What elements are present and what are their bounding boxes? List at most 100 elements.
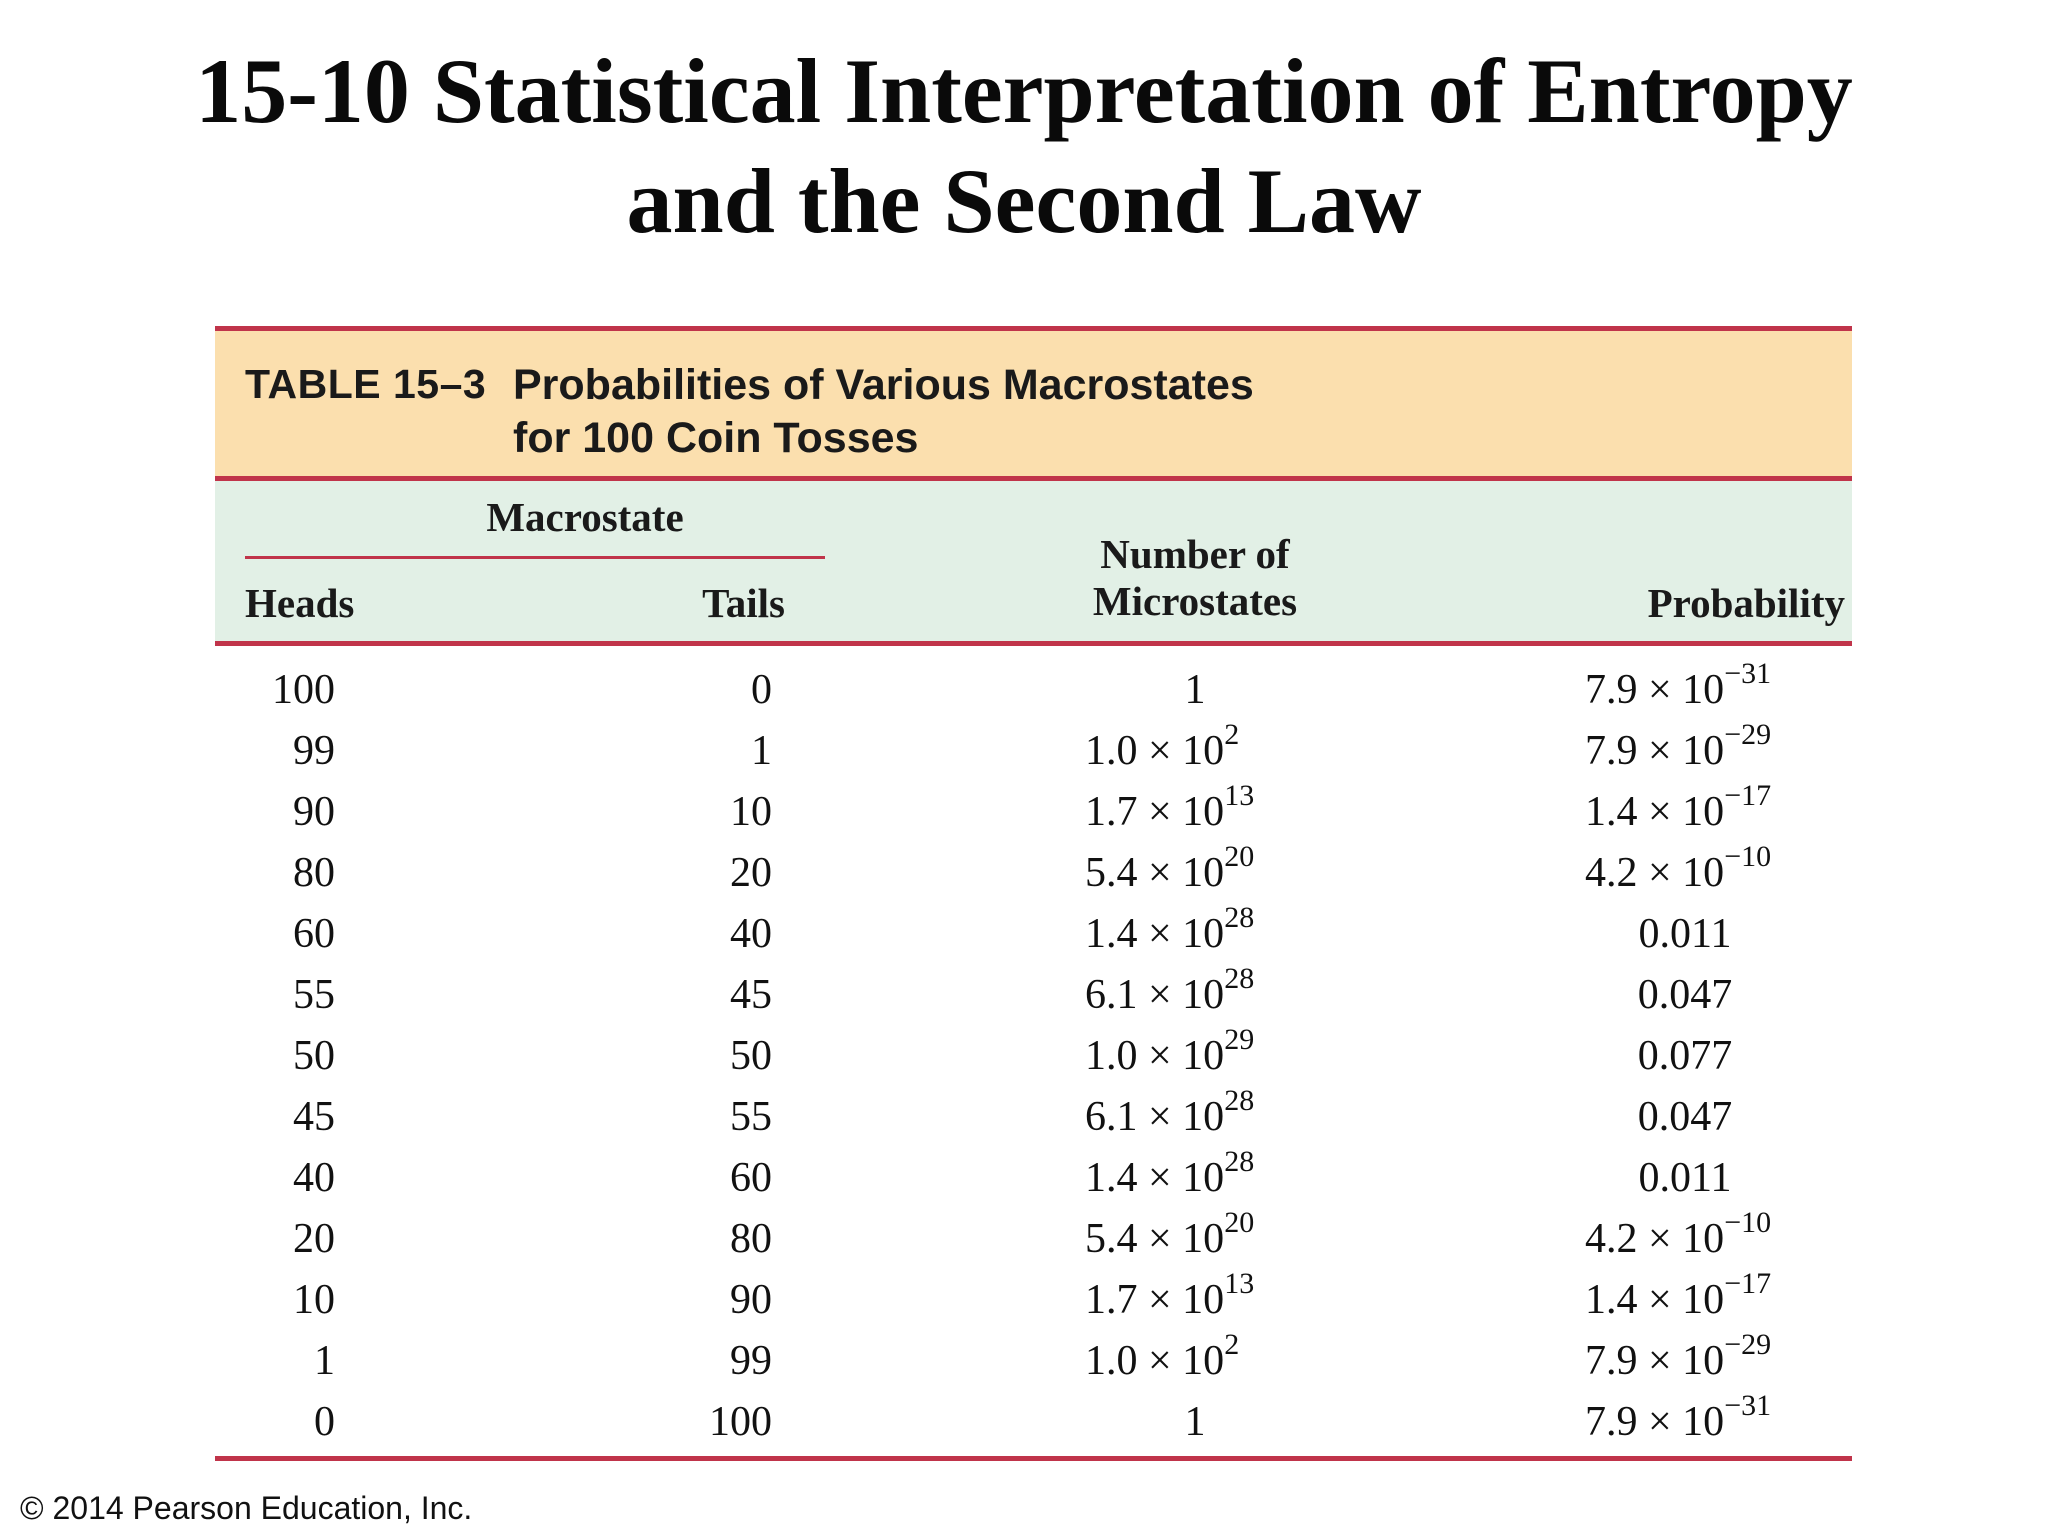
table-row: 10 90 1.7 × 1013 1.4 × 10−17 — [215, 1267, 1852, 1334]
microstates-cell-mantissa: 1.0 × 10 — [1085, 1338, 1225, 1384]
probability-cell-mantissa: 7.9 × 10 — [1585, 667, 1725, 713]
table-row: 80 20 5.4 × 1020 4.2 × 10−10 — [215, 840, 1852, 907]
microstates-cell-exponent: 20 — [1224, 840, 1255, 873]
tails-cell: 1 — [751, 728, 772, 774]
heads-cell: 80 — [293, 850, 335, 896]
heads-cell: 40 — [293, 1155, 335, 1201]
probability-cell-mantissa: 1.4 × 10 — [1585, 789, 1725, 835]
microstates-cell: 1.0 × 1029 — [1085, 1023, 1465, 1090]
microstates-cell-mantissa: 1.0 × 10 — [1085, 1033, 1225, 1079]
microstates-header-line1: Number of — [1100, 531, 1290, 577]
probability-cell: 7.9 × 10−29 — [1585, 1328, 1885, 1395]
tails-column-header: Tails — [702, 580, 785, 626]
table-body: 100 0 1 7.9 × 10−31 99 1 1.0 × 102 7.9 × 10−29 9… — [215, 646, 1852, 1456]
table-bottom-rule — [215, 1456, 1852, 1461]
probability-cell-exponent: −10 — [1724, 840, 1772, 873]
microstates-cell-mantissa: 6.1 × 10 — [1085, 1094, 1225, 1140]
tails-cell: 100 — [709, 1399, 772, 1445]
probability-cell: 1.4 × 10−17 — [1585, 779, 1885, 846]
slide-title: 15-10 Statistical Interpretation of Entr… — [0, 36, 2048, 256]
probability-cell: 4.2 × 10−10 — [1585, 1206, 1885, 1273]
table-row: 0 100 1 7.9 × 10−31 — [215, 1389, 1852, 1453]
microstates-cell: 1.7 × 1013 — [1085, 779, 1465, 846]
tails-cell: 0 — [751, 667, 772, 713]
microstates-header-line2: Microstates — [1092, 578, 1298, 624]
heads-cell: 45 — [293, 1094, 335, 1140]
heads-cell: 100 — [272, 667, 335, 713]
heads-cell: 55 — [293, 972, 335, 1018]
tails-cell: 40 — [730, 911, 772, 957]
probability-cell-mantissa: 7.9 × 10 — [1585, 1338, 1725, 1384]
caption-rule — [215, 476, 1852, 481]
probability-cell-exponent: −17 — [1724, 1267, 1772, 1300]
probability-cell: 0.047 — [1637, 1094, 1733, 1140]
heads-column-header: Heads — [245, 580, 355, 626]
probability-cell-exponent: −29 — [1724, 1328, 1772, 1361]
microstates-cell: 5.4 × 1020 — [1085, 1206, 1465, 1273]
probability-cell-exponent: −17 — [1724, 779, 1772, 812]
microstates-cell-exponent: 28 — [1224, 1084, 1255, 1117]
probability-cell-mantissa: 4.2 × 10 — [1585, 850, 1725, 896]
table-header: Macrostate Heads Tails Number of Microst… — [215, 481, 1852, 641]
probability-cell-mantissa: 1.4 × 10 — [1585, 1277, 1725, 1323]
microstates-cell-exponent: 29 — [1224, 1023, 1255, 1056]
tails-cell: 90 — [730, 1277, 772, 1323]
probability-cell-exponent: −10 — [1724, 1206, 1772, 1239]
table-row: 60 40 1.4 × 1028 0.011 — [215, 901, 1852, 968]
probability-cell: 1.4 × 10−17 — [1585, 1267, 1885, 1334]
probability-cell: 0.047 — [1637, 972, 1733, 1018]
slide-title-line1: 15-10 Statistical Interpretation of Entr… — [195, 40, 1853, 142]
probability-cell-exponent: −31 — [1724, 1389, 1772, 1422]
heads-cell: 1 — [314, 1338, 335, 1384]
microstates-cell-mantissa: 1.0 × 10 — [1085, 728, 1225, 774]
microstates-cell-exponent: 2 — [1224, 1328, 1240, 1361]
microstates-cell: 1 — [1184, 1399, 1206, 1445]
probability-cell: 7.9 × 10−31 — [1585, 657, 1885, 724]
probability-table: TABLE 15–3 Probabilities of Various Macr… — [215, 326, 1852, 1461]
macrostate-header: Macrostate — [486, 494, 684, 540]
probability-cell: 7.9 × 10−29 — [1585, 718, 1885, 785]
probability-cell-mantissa: 7.9 × 10 — [1585, 1399, 1725, 1445]
microstates-cell-mantissa: 1.4 × 10 — [1085, 911, 1225, 957]
microstates-cell-mantissa: 5.4 × 10 — [1085, 850, 1225, 896]
tails-cell: 45 — [730, 972, 772, 1018]
heads-cell: 20 — [293, 1216, 335, 1262]
macrostate-rule — [245, 556, 825, 559]
heads-cell: 10 — [293, 1277, 335, 1323]
tails-cell: 99 — [730, 1338, 772, 1384]
probability-cell-mantissa: 7.9 × 10 — [1585, 728, 1725, 774]
slide-title-line2: and the Second Law — [626, 150, 1422, 252]
heads-cell: 50 — [293, 1033, 335, 1079]
microstates-cell-exponent: 13 — [1224, 1267, 1255, 1300]
heads-cell: 99 — [293, 728, 335, 774]
microstates-cell-mantissa: 6.1 × 10 — [1085, 972, 1225, 1018]
table-row: 100 0 1 7.9 × 10−31 — [215, 657, 1852, 721]
table-row: 99 1 1.0 × 102 7.9 × 10−29 — [215, 718, 1852, 782]
microstates-cell-mantissa: 1.7 × 10 — [1085, 1277, 1225, 1323]
heads-cell: 90 — [293, 789, 335, 835]
heads-cell: 0 — [314, 1399, 335, 1445]
probability-cell: 7.9 × 10−31 — [1585, 1389, 1885, 1456]
tails-cell: 80 — [730, 1216, 772, 1262]
table-number: TABLE 15–3 — [245, 361, 487, 407]
header-rule — [215, 641, 1852, 646]
microstates-cell: 1.7 × 1013 — [1085, 1267, 1465, 1334]
table-row: 1 99 1.0 × 102 7.9 × 10−29 — [215, 1328, 1852, 1392]
microstates-cell: 5.4 × 1020 — [1085, 840, 1465, 907]
copyright-footer: © 2014 Pearson Education, Inc. — [20, 1490, 473, 1526]
probability-column-header: Probability — [1647, 580, 1845, 626]
table-row: 50 50 1.0 × 1029 0.077 — [215, 1023, 1852, 1090]
tails-cell: 60 — [730, 1155, 772, 1201]
table-row: 40 60 1.4 × 1028 0.011 — [215, 1145, 1852, 1209]
table-title: Probabilities of Various Macrostates for… — [513, 359, 1513, 465]
probability-cell-mantissa: 4.2 × 10 — [1585, 1216, 1725, 1262]
heads-cell: 60 — [293, 911, 335, 957]
table-row: 55 45 6.1 × 1028 0.047 — [215, 962, 1852, 1026]
microstates-cell: 1.4 × 1028 — [1085, 901, 1465, 968]
table-title-line2: for 100 Coin Tosses — [513, 414, 919, 462]
microstates-cell-mantissa: 1.4 × 10 — [1085, 1155, 1225, 1201]
tails-cell: 55 — [730, 1094, 772, 1140]
table-title-line1: Probabilities of Various Macrostates — [513, 361, 1254, 409]
table-top-rule — [215, 326, 1852, 331]
tails-cell: 10 — [730, 789, 772, 835]
